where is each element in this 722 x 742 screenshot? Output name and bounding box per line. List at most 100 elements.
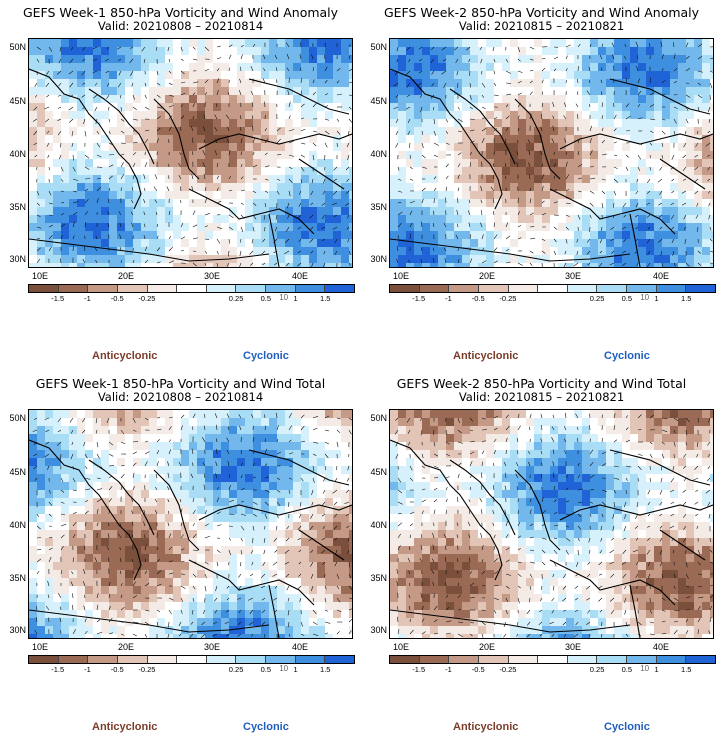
vorticity-cell xyxy=(341,207,349,215)
vorticity-cell xyxy=(654,151,662,159)
vorticity-cell xyxy=(29,191,37,199)
vorticity-cell xyxy=(125,442,133,450)
vorticity-cell xyxy=(582,151,590,159)
vorticity-cell xyxy=(293,538,301,546)
vorticity-cell xyxy=(253,450,261,458)
vorticity-cell xyxy=(518,199,526,207)
wind-vector xyxy=(275,214,278,220)
wind-vector xyxy=(334,477,338,483)
vorticity-cell xyxy=(53,127,61,135)
vorticity-cell xyxy=(558,255,566,263)
vorticity-cell xyxy=(101,474,109,482)
lat-label-30n: 30N xyxy=(9,254,26,264)
wind-vector xyxy=(541,250,546,254)
vorticity-cell xyxy=(85,594,93,602)
vorticity-cell xyxy=(622,135,630,143)
vorticity-cell xyxy=(197,530,205,538)
wind-vector xyxy=(106,417,110,424)
vorticity-cell xyxy=(614,95,622,103)
vorticity-cell xyxy=(542,207,550,215)
vorticity-cell xyxy=(470,47,478,55)
vorticity-cell xyxy=(710,87,713,95)
vorticity-cell xyxy=(534,55,542,63)
vorticity-cell xyxy=(141,119,149,127)
vorticity-cell xyxy=(125,482,133,490)
color-scale-tick-label: 0.5 xyxy=(260,294,272,303)
vorticity-cell xyxy=(398,95,406,103)
vorticity-cell xyxy=(141,458,149,466)
vorticity-cell xyxy=(149,143,157,151)
vorticity-cell xyxy=(109,450,117,458)
wind-vector xyxy=(118,58,122,61)
vorticity-cell xyxy=(101,223,109,231)
vorticity-cell xyxy=(590,55,598,63)
vorticity-cell xyxy=(45,610,53,618)
vorticity-cell xyxy=(630,55,638,63)
vorticity-cell xyxy=(221,442,229,450)
wind-vector xyxy=(192,262,197,267)
vorticity-cell xyxy=(53,426,61,434)
wind-vector xyxy=(312,130,317,133)
vorticity-cell xyxy=(590,151,598,159)
vorticity-cell xyxy=(438,263,446,267)
vorticity-cell xyxy=(317,578,325,586)
vorticity-cell xyxy=(341,506,349,514)
vorticity-cell xyxy=(598,191,606,199)
vorticity-cell xyxy=(205,562,213,570)
vorticity-cell xyxy=(702,135,710,143)
lon-label-10e: 10E xyxy=(32,271,49,281)
vorticity-cell xyxy=(582,135,590,143)
vorticity-cell xyxy=(502,263,510,267)
vorticity-cell xyxy=(133,191,141,199)
vorticity-cell xyxy=(518,63,526,71)
vorticity-cell xyxy=(309,554,317,562)
vorticity-cell xyxy=(69,602,77,610)
vorticity-cell xyxy=(566,127,574,135)
vorticity-cell xyxy=(470,159,478,167)
vorticity-cell xyxy=(414,231,422,239)
wind-vector xyxy=(288,140,294,144)
wind-vector xyxy=(635,190,639,195)
vorticity-cell xyxy=(149,103,157,111)
wind-vector xyxy=(300,154,305,158)
vorticity-cell xyxy=(141,111,149,119)
wind-vector xyxy=(405,70,411,75)
vorticity-cell xyxy=(638,119,646,127)
wind-vector xyxy=(685,94,691,98)
wind-vector xyxy=(120,485,123,491)
vorticity-cell xyxy=(317,167,325,175)
vorticity-cell xyxy=(494,263,502,267)
vorticity-cell xyxy=(77,474,85,482)
coastline xyxy=(298,529,345,561)
vorticity-cell xyxy=(309,442,317,450)
vorticity-cell xyxy=(654,175,662,183)
vorticity-cell xyxy=(277,586,285,594)
vorticity-cell xyxy=(582,95,590,103)
vorticity-cell xyxy=(125,530,133,538)
vorticity-cell xyxy=(574,215,582,223)
wind-vector xyxy=(421,221,423,228)
vorticity-cell xyxy=(646,71,654,79)
vorticity-cell xyxy=(213,119,221,127)
vorticity-cell xyxy=(606,167,614,175)
wind-vector xyxy=(32,429,38,432)
vorticity-cell xyxy=(341,39,349,47)
vorticity-cell xyxy=(205,127,213,135)
vorticity-cell xyxy=(269,562,277,570)
vorticity-cell xyxy=(61,434,69,442)
vorticity-cell xyxy=(630,175,638,183)
wind-vector xyxy=(697,43,703,48)
vorticity-cell xyxy=(446,87,454,95)
vorticity-cell xyxy=(566,63,574,71)
vorticity-cell xyxy=(109,554,117,562)
vorticity-cell xyxy=(77,199,85,207)
wind-vector xyxy=(336,93,343,96)
vorticity-cell xyxy=(109,498,117,506)
vorticity-cell xyxy=(221,634,229,638)
wind-vector xyxy=(69,94,74,98)
wind-vector xyxy=(44,106,50,110)
vorticity-cell xyxy=(109,87,117,95)
color-scale-swatch xyxy=(147,285,178,292)
wind-vector xyxy=(216,424,218,431)
vorticity-cell xyxy=(237,610,245,618)
